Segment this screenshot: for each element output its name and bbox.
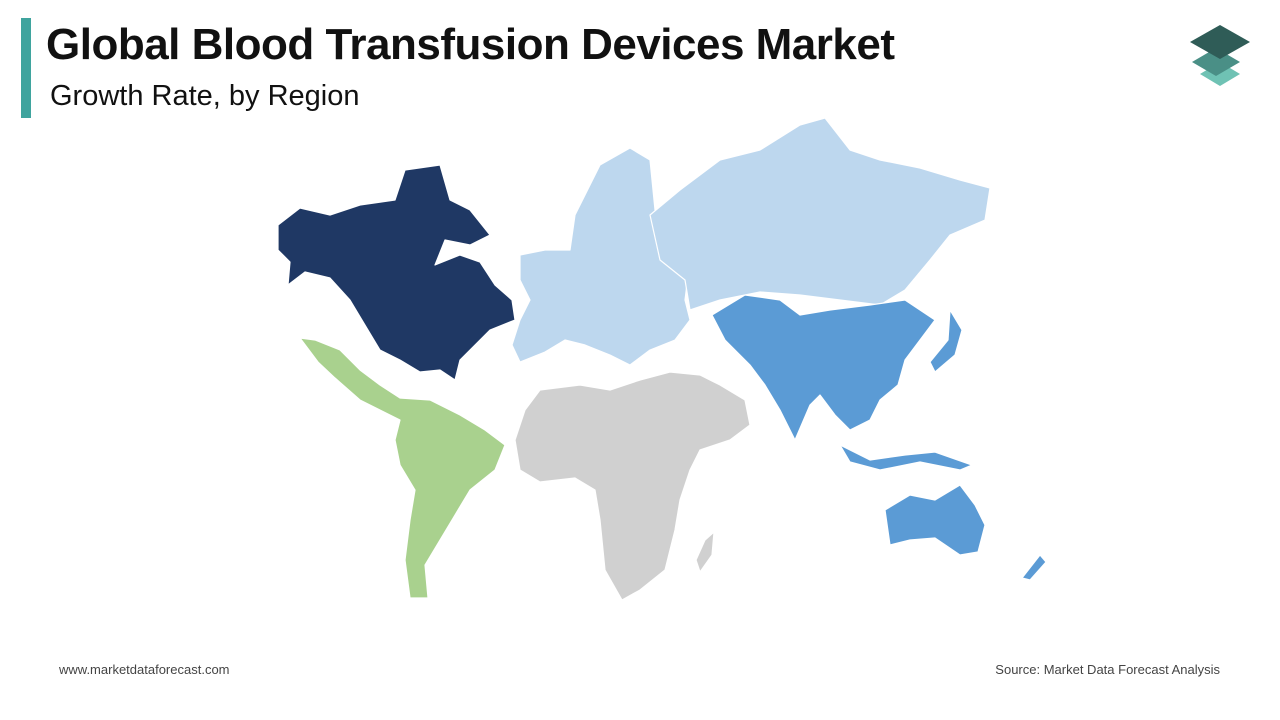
subtitle: Growth Rate, by Region [50,80,360,112]
title: Global Blood Transfusion Devices Market [46,20,895,69]
source: Source: Market Data Forecast Analysis [995,662,1220,677]
japan [929,309,963,373]
europe [511,147,691,366]
madagascar [695,531,715,573]
website: www.marketdataforecast.com [59,662,230,677]
russia-central-asia [649,117,991,311]
north-america [277,164,516,381]
asia-pacific [711,294,936,441]
logo [1190,25,1250,86]
indonesia [839,444,973,471]
australia [884,484,986,556]
accent-bar [21,18,31,118]
africa-middle-east [514,371,751,601]
latin-america [299,337,506,599]
new-zealand [1021,554,1047,581]
